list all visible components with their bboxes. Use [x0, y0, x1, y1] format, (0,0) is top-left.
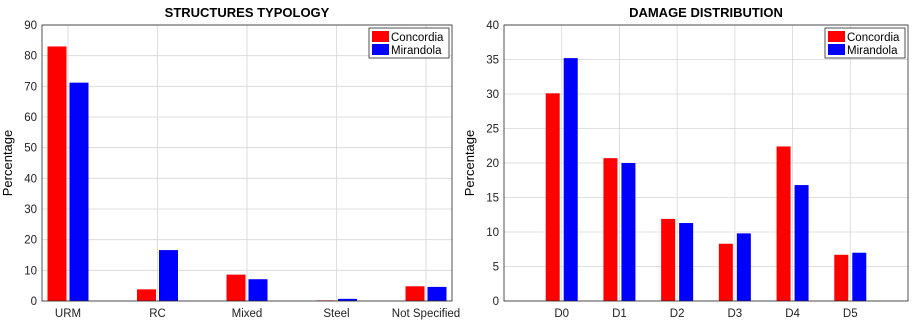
y-tick-label: 20	[486, 158, 499, 170]
bar-concordia-urm	[47, 46, 67, 301]
y-tick-label: 40	[486, 20, 499, 32]
y-tick-label: 35	[486, 55, 499, 67]
y-axis-label: Percentage	[462, 130, 477, 197]
axes-box	[41, 24, 453, 302]
chart-title: STRUCTURES TYPOLOGY	[165, 5, 330, 20]
y-tick-label: 25	[486, 124, 499, 136]
y-tick-label: 0	[31, 296, 37, 308]
x-tick-label: Not Specified	[392, 308, 460, 320]
legend-swatch	[828, 31, 845, 42]
bar-concordia-d0	[545, 93, 560, 301]
legend-swatch	[828, 44, 845, 55]
x-tick-label: D4	[785, 308, 800, 320]
chart-title: DAMAGE DISTRIBUTION	[629, 5, 783, 20]
axes-box	[503, 24, 909, 302]
bar-mirandola-d0	[563, 58, 578, 302]
bar-mirandola-mixed	[248, 279, 268, 301]
y-tick-label: 15	[486, 193, 499, 205]
y-tick-label: 90	[24, 20, 37, 32]
legend-label: Mirandola	[847, 45, 898, 57]
bar-mirandola-not-specified	[427, 286, 447, 301]
bar-mirandola-d5	[852, 252, 867, 301]
x-tick-label: Steel	[323, 308, 349, 320]
legend-label: Mirandola	[391, 45, 442, 57]
bar-concordia-d5	[834, 254, 849, 301]
y-tick-label: 0	[493, 296, 499, 308]
chart-2: 0 5 10 15 20 25 30 35 40 D0 D1 D2 D3 D4 D5 DAMAGE DISTR…	[462, 5, 909, 320]
bar-concordia-d1	[603, 158, 618, 301]
y-tick-label: 50	[24, 143, 37, 155]
bar-concordia-rc	[137, 289, 156, 301]
bar-concordia-d2	[661, 218, 676, 301]
y-tick-label: 10	[486, 227, 499, 239]
bar-mirandola-d4	[794, 185, 809, 301]
bar-mirandola-d1	[621, 163, 636, 301]
y-axis-label: Percentage	[0, 130, 15, 197]
x-tick-label: URM	[55, 308, 81, 320]
bar-mirandola-steel	[338, 298, 357, 301]
x-tick-label: D2	[670, 308, 685, 320]
y-tick-label: 30	[486, 89, 499, 101]
y-tick-label: 10	[24, 265, 37, 277]
legend-label: Concordia	[847, 32, 900, 44]
y-tick-label: 70	[24, 81, 37, 93]
y-tick-label: 80	[24, 51, 37, 63]
chart-1: 0 10 20 30 40 50 60 70 80 90 URM RC Mixed Steel Not Sp…	[0, 5, 460, 320]
bar-concordia-d4	[776, 146, 791, 301]
bar-mirandola-d2	[679, 223, 694, 301]
legend-label: Concordia	[391, 32, 444, 44]
bar-concordia-mixed	[226, 274, 246, 301]
y-tick-label: 5	[493, 262, 499, 274]
y-tick-label: 20	[24, 235, 37, 247]
legend-swatch	[372, 31, 389, 42]
legend-swatch	[372, 44, 389, 55]
bar-mirandola-d3	[736, 233, 751, 301]
bar-concordia-not-specified	[405, 286, 425, 301]
y-tick-label: 40	[24, 173, 37, 185]
bar-concordia-d3	[718, 243, 733, 301]
x-tick-label: D1	[612, 308, 627, 320]
y-tick-label: 30	[24, 204, 37, 216]
x-tick-label: D3	[728, 308, 743, 320]
x-tick-label: Mixed	[232, 308, 263, 320]
x-tick-label: D5	[843, 308, 858, 320]
bar-mirandola-rc	[159, 250, 178, 301]
x-tick-label: RC	[149, 308, 166, 320]
x-tick-label: D0	[554, 308, 569, 320]
bar-mirandola-urm	[69, 82, 89, 301]
y-tick-label: 60	[24, 112, 37, 124]
